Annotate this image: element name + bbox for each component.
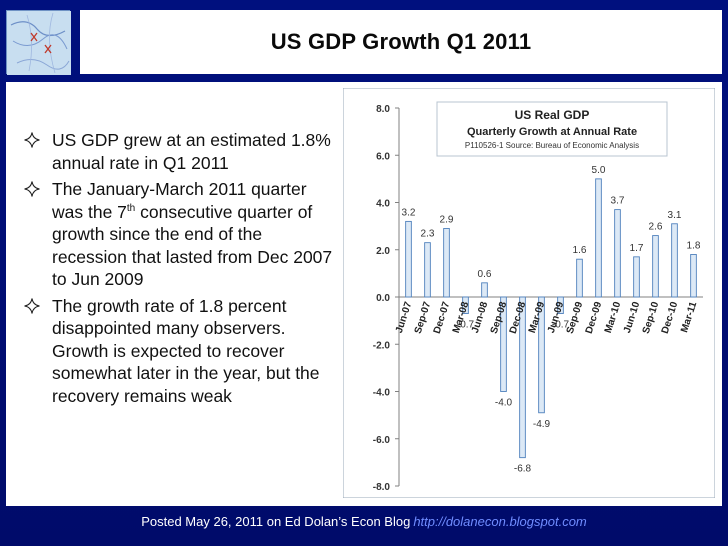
bullet-list: US GDP grew at an estimated 1.8% annual … [16, 129, 336, 411]
value-label: 3.1 [668, 210, 682, 221]
bullet-text: US GDP grew at an estimated 1.8% annual … [52, 130, 331, 173]
bar-jun-07 [405, 220, 412, 298]
bar-dec-10 [671, 223, 678, 298]
bar-sep-07 [424, 242, 431, 298]
value-label: 2.3 [421, 229, 435, 240]
value-label: 1.6 [573, 245, 587, 256]
value-label: -4.9 [533, 419, 551, 430]
y-tick-label: -2.0 [373, 340, 391, 351]
y-tick-label: 8.0 [376, 104, 390, 115]
footer: Posted May 26, 2011 on Ed Dolan’s Econ B… [0, 514, 728, 529]
value-label: 2.9 [440, 214, 454, 225]
y-tick-label: -4.0 [373, 388, 391, 399]
diamond-outline-icon [24, 181, 40, 197]
bar-mar-11 [690, 254, 697, 298]
value-labels: 3.2 2.3 2.9 -0.7 0.6 -4.0 -6.8 -4.9 -0.7 1.6 5.0 3.… [402, 165, 701, 475]
y-tick-label: 4.0 [376, 199, 390, 210]
value-label: 5.0 [592, 165, 606, 176]
bullet-text: The growth rate of 1.8 percent disappoin… [52, 295, 320, 406]
diamond-outline-icon [24, 297, 40, 314]
chart-title: US Real GDP [515, 108, 590, 122]
bar-jun-09 [557, 296, 564, 314]
map-swirl-icon [7, 11, 71, 75]
y-tick-label: 2.0 [376, 246, 390, 257]
value-label: 3.2 [402, 207, 416, 218]
chart-source-note: P110526-1 Source: Bureau of Economic Ana… [465, 141, 639, 150]
diamond-outline-icon [24, 132, 40, 148]
y-tick-label: 6.0 [376, 151, 390, 162]
bar-dec-09 [595, 178, 602, 298]
title-band: US GDP Growth Q1 2011 [80, 10, 722, 74]
value-label: 1.7 [630, 243, 644, 254]
bar-sep-08 [500, 296, 507, 392]
bars [405, 178, 697, 459]
bullet-item: US GDP grew at an estimated 1.8% annual … [16, 129, 336, 174]
bar-jun-08 [481, 282, 488, 298]
value-label: 3.7 [611, 196, 625, 207]
chart-title-box: US Real GDP Quarterly Growth at Annual R… [436, 101, 668, 157]
footer-text: Posted May 26, 2011 on Ed Dolan’s Econ B… [141, 514, 411, 529]
bullet-text-post: consecutive quarter of growth since the … [52, 201, 333, 290]
value-label: -6.8 [514, 464, 532, 475]
footer-link[interactable]: http://dolanecon.blogspot.com [413, 514, 587, 529]
chart-svg: US Real GDP Quarterly Growth at Annual R… [342, 87, 716, 499]
y-tick-label: 0.0 [376, 293, 390, 304]
value-label: -0.7 [552, 320, 570, 331]
bullet-item: The growth rate of 1.8 percent disappoin… [16, 295, 336, 408]
value-label: 1.8 [687, 240, 701, 251]
value-label: -0.7 [457, 320, 475, 331]
value-label: -4.0 [495, 398, 513, 409]
bullet-item: The January-March 2011 quarter was the 7… [16, 178, 336, 291]
logo-thumbnail [6, 10, 71, 75]
bar-dec-08 [519, 296, 526, 459]
value-label: 0.6 [478, 269, 492, 280]
value-label: 2.6 [649, 222, 663, 233]
bar-jun-10 [633, 256, 640, 298]
bar-mar-10 [614, 209, 621, 298]
bullet-text-pre: The January-March 2011 quarter was the 7 [52, 179, 307, 222]
bar-sep-10 [652, 235, 659, 298]
bar-mar-09 [538, 296, 545, 414]
bullet-text-sup: th [126, 202, 136, 214]
bar-dec-07 [443, 228, 450, 298]
chart-subtitle: Quarterly Growth at Annual Rate [467, 126, 637, 138]
y-tick-label: -6.0 [373, 435, 391, 446]
bar-mar-08 [462, 296, 469, 314]
bar-sep-09 [576, 258, 583, 298]
slide-title: US GDP Growth Q1 2011 [270, 29, 532, 54]
gdp-chart: US Real GDP Quarterly Growth at Annual R… [342, 87, 716, 499]
y-tick-label: -8.0 [373, 482, 391, 493]
